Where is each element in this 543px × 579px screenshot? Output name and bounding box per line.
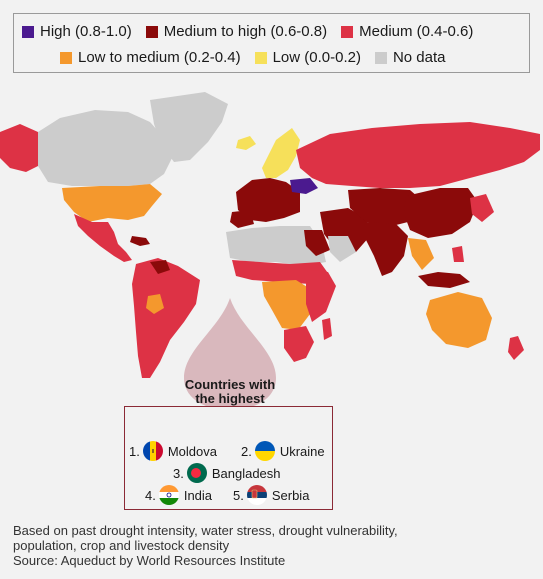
ukraine-flag-icon (254, 441, 275, 461)
legend-item-medium-to-high: Medium to high (0.6-0.8) (145, 23, 328, 40)
ranking-item-2: 2. Ukraine (241, 441, 325, 461)
ranking-country-1: Moldova (167, 443, 217, 459)
region-russia (296, 122, 540, 188)
legend-item-high: High (0.8-1.0) (22, 23, 132, 40)
region-south-america (132, 258, 200, 378)
ranking-country-3: Bangladesh (211, 465, 281, 481)
legend-label-no-data: No data (392, 49, 446, 66)
legend-label-medium: Medium (0.4-0.6) (359, 23, 474, 40)
ranking-number-4: 4. (145, 487, 156, 503)
region-indonesia (418, 272, 470, 288)
legend-swatch-no-data (374, 51, 387, 64)
legend-row-1: High (0.8-1.0) Medium to high (0.6-0.8) … (22, 23, 487, 40)
region-philippines (452, 246, 464, 262)
region-egypt (304, 230, 330, 256)
region-east-africa (306, 270, 336, 322)
region-spain (230, 210, 254, 228)
callout-title-line-2: the highest (195, 391, 265, 406)
map-legend: High (0.8-1.0) Medium to high (0.6-0.8) … (13, 13, 530, 73)
region-iceland (236, 136, 256, 150)
legend-item-no-data: No data (374, 49, 446, 66)
ranking-item-1: 1. Moldova (129, 441, 217, 461)
ranking-box: 1. Moldova 2. Ukraine 3. Bangladesh 4. I… (124, 406, 333, 510)
region-bolivia (146, 294, 164, 314)
ranking-item-4: 4. India (145, 485, 212, 505)
region-alaska-west (0, 124, 38, 172)
legend-row-2: Low to medium (0.2-0.4) Low (0.0-0.2) No… (60, 49, 460, 66)
footnote-line-2: population, crop and livestock density (13, 538, 230, 553)
legend-item-low: Low (0.0-0.2) (254, 49, 361, 66)
serbia-flag-icon (246, 485, 267, 505)
ranking-number-5: 5. (233, 487, 244, 503)
bangladesh-flag-icon (186, 463, 207, 483)
ranking-number-1: 1. (129, 443, 140, 459)
region-western-europe (236, 178, 300, 222)
region-southeast-asia (408, 238, 434, 270)
footnote: Based on past drought intensity, water s… (13, 523, 533, 568)
moldova-flag-icon (142, 441, 163, 461)
legend-label-low-to-medium: Low to medium (0.2-0.4) (78, 49, 241, 66)
region-central-africa (262, 280, 312, 330)
region-india (366, 222, 408, 276)
legend-swatch-high (22, 25, 34, 38)
legend-label-high: High (0.8-1.0) (40, 23, 132, 40)
legend-label-low: Low (0.0-0.2) (272, 49, 361, 66)
legend-swatch-low (254, 51, 267, 64)
footnote-source: Source: Aqueduct by World Resources Inst… (13, 553, 286, 568)
region-scandinavia (262, 128, 300, 178)
region-southern-africa (284, 326, 314, 362)
legend-swatch-medium (341, 25, 354, 38)
ranking-item-3: 3. Bangladesh (173, 463, 281, 483)
region-united-states (62, 184, 162, 222)
region-australia (426, 292, 492, 348)
legend-item-medium: Medium (0.4-0.6) (341, 23, 473, 40)
region-korea-japan (470, 194, 494, 222)
footnote-line-1: Based on past drought intensity, water s… (13, 523, 398, 538)
ranking-country-5: Serbia (271, 487, 310, 503)
ranking-number-3: 3. (173, 465, 184, 481)
ranking-country-2: Ukraine (279, 443, 325, 459)
region-caribbean (130, 236, 150, 246)
region-sahel (232, 260, 330, 284)
ranking-country-4: India (183, 487, 213, 503)
region-china (404, 188, 478, 238)
ranking-number-2: 2. (241, 443, 252, 459)
region-greenland (150, 92, 228, 162)
region-arabia (328, 236, 356, 262)
region-venezuela (150, 260, 170, 274)
india-flag-icon (158, 485, 179, 505)
callout-drop-shape (184, 298, 276, 410)
region-ukraine-moldova (290, 178, 318, 194)
ranking-item-5: 5. Serbia (233, 485, 309, 505)
legend-swatch-low-to-medium (60, 51, 72, 64)
region-canada-alaska (38, 110, 172, 186)
region-madagascar (322, 318, 332, 340)
callout-title-line-1: Countries with (184, 377, 276, 392)
world-drought-risk-map (0, 92, 540, 378)
region-mexico (74, 214, 132, 262)
region-north-africa (226, 226, 326, 266)
legend-label-medium-to-high: Medium to high (0.6-0.8) (163, 23, 328, 40)
legend-item-low-to-medium: Low to medium (0.2-0.4) (60, 49, 241, 66)
legend-swatch-medium-to-high (145, 25, 158, 38)
region-new-zealand (508, 336, 524, 360)
